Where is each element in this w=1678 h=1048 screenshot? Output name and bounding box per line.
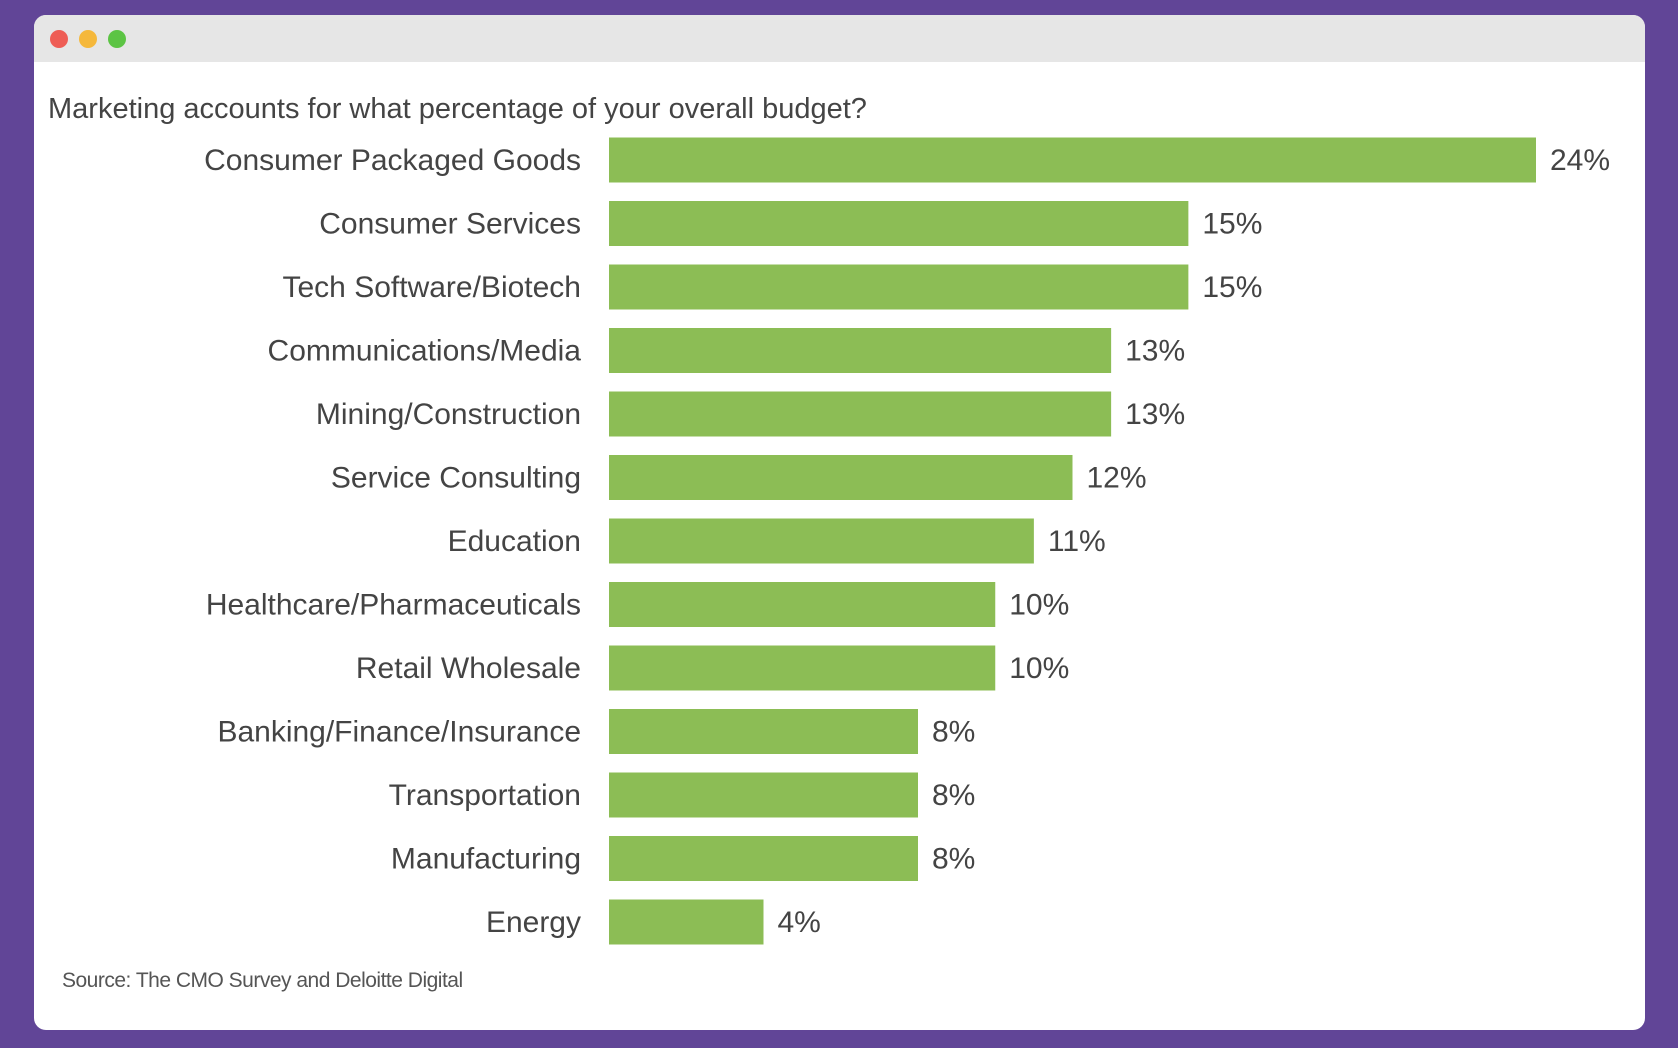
bar [609, 836, 918, 881]
category-label: Healthcare/Pharmaceuticals [206, 589, 581, 622]
category-label: Education [448, 525, 581, 558]
close-button[interactable] [50, 30, 68, 48]
category-label: Service Consulting [331, 462, 581, 495]
value-label: 10% [1009, 652, 1069, 685]
bar [609, 518, 1034, 564]
value-label: 8% [932, 779, 975, 812]
category-label: Communications/Media [268, 335, 582, 368]
category-label: Tech Software/Biotech [283, 271, 582, 304]
value-label: 10% [1009, 589, 1069, 622]
browser-window: Marketing accounts for what percentage o… [34, 15, 1645, 1030]
minimize-button[interactable] [79, 30, 97, 48]
category-label: Transportation [389, 779, 581, 812]
bar [609, 645, 996, 691]
bar [609, 264, 1189, 310]
bar-chart: Consumer Packaged Goods 24% Consumer Servi… [204, 137, 1610, 945]
bar [609, 328, 1112, 373]
category-label: Retail Wholesale [356, 652, 581, 685]
value-label: 4% [778, 906, 821, 939]
category-label: Mining/Construction [316, 398, 581, 431]
category-label: Manufacturing [391, 843, 581, 876]
value-label: 13% [1125, 335, 1185, 368]
value-label: 11% [1048, 525, 1106, 558]
value-label: 15% [1202, 208, 1262, 241]
title-bar [34, 15, 1645, 62]
bar [609, 772, 918, 818]
source-note: Source: The CMO Survey and Deloitte Digi… [62, 969, 463, 992]
category-label: Energy [486, 906, 581, 939]
value-label: 8% [932, 843, 975, 876]
value-label: 13% [1125, 398, 1185, 431]
bar [609, 455, 1073, 500]
bar [609, 709, 918, 754]
bar [609, 201, 1189, 246]
category-label: Consumer Packaged Goods [204, 144, 581, 177]
value-label: 8% [932, 716, 975, 749]
bar [609, 137, 1536, 183]
category-label: Consumer Services [319, 208, 581, 241]
bar [609, 391, 1112, 437]
category-label: Banking/Finance/Insurance [217, 716, 581, 749]
maximize-button[interactable] [108, 30, 126, 48]
value-label: 15% [1202, 271, 1262, 304]
value-label: 24% [1550, 144, 1610, 177]
value-label: 12% [1087, 462, 1147, 495]
chart-subtitle: Marketing accounts for what percentage o… [48, 93, 867, 125]
bar [609, 582, 996, 627]
bar [609, 899, 764, 945]
